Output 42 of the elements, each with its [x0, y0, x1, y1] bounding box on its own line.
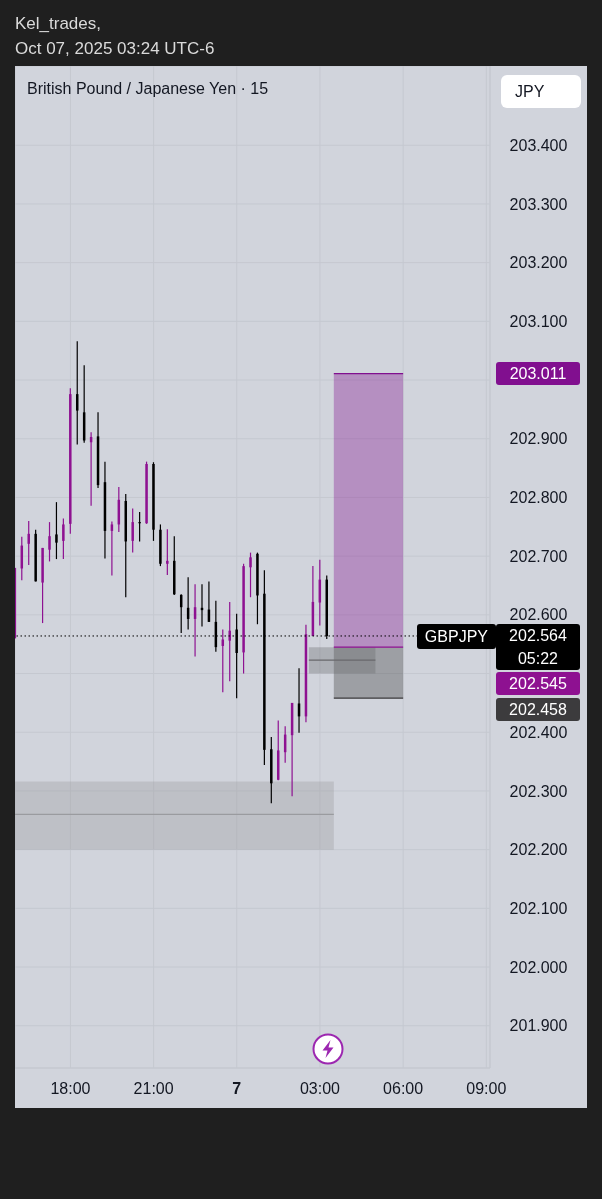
y-tick-label: 203.100: [509, 312, 568, 330]
text: 202.564: [508, 625, 568, 646]
candlestick: [228, 601, 231, 682]
candlestick: [152, 461, 155, 542]
y-tick-label: 202.100: [509, 899, 568, 917]
y-tick-label: 202.700: [509, 547, 568, 565]
candlestick: [166, 528, 169, 576]
y-axis-title: JPY: [501, 75, 581, 108]
y-tick-label: 202.400: [509, 723, 568, 741]
text: 202.458: [496, 697, 580, 721]
x-tick-label: 09:00: [466, 1079, 507, 1097]
y-tick-label: 202.300: [509, 782, 568, 800]
x-tick-label: 03:00: [299, 1079, 341, 1097]
candlestick: [62, 517, 65, 560]
x-tick-label: 18:00: [50, 1079, 91, 1097]
text: 203.011: [496, 361, 580, 385]
text: British Pound / Japanese Yen · 15: [27, 79, 269, 99]
candlestick: [249, 552, 252, 598]
candlestick: [145, 461, 148, 525]
y-tick-label: 202.600: [509, 606, 568, 624]
candlestick: [48, 521, 51, 563]
y-tick-label: 203.200: [509, 254, 568, 272]
text: 05:22: [516, 648, 559, 669]
y-tick-label: 201.900: [509, 1017, 568, 1035]
y-tick-label: 203.400: [509, 136, 568, 154]
y-tick-label: 202.900: [509, 430, 568, 448]
x-tick-label: 06:00: [383, 1079, 424, 1097]
y-tick-label: 203.300: [509, 195, 568, 213]
candlestick: [256, 552, 259, 625]
text: 202.545: [496, 672, 580, 696]
x-tick-label: 21:00: [133, 1079, 174, 1097]
candlestick: [131, 507, 134, 554]
candlestick: [138, 511, 141, 543]
text: Oct 07, 2025 03:24 UTC-6: [15, 38, 215, 60]
candlestick: [55, 501, 58, 560]
candlestick: [27, 520, 30, 566]
y-tick-label: 202.200: [509, 841, 568, 859]
y-tick-label: 202.000: [509, 958, 568, 976]
y-tick-label: 202.800: [509, 489, 568, 507]
x-tick-label: 7: [232, 1079, 242, 1097]
text: Kel_trades,: [15, 13, 102, 35]
ref-line-label: GBPJPY: [416, 623, 496, 649]
